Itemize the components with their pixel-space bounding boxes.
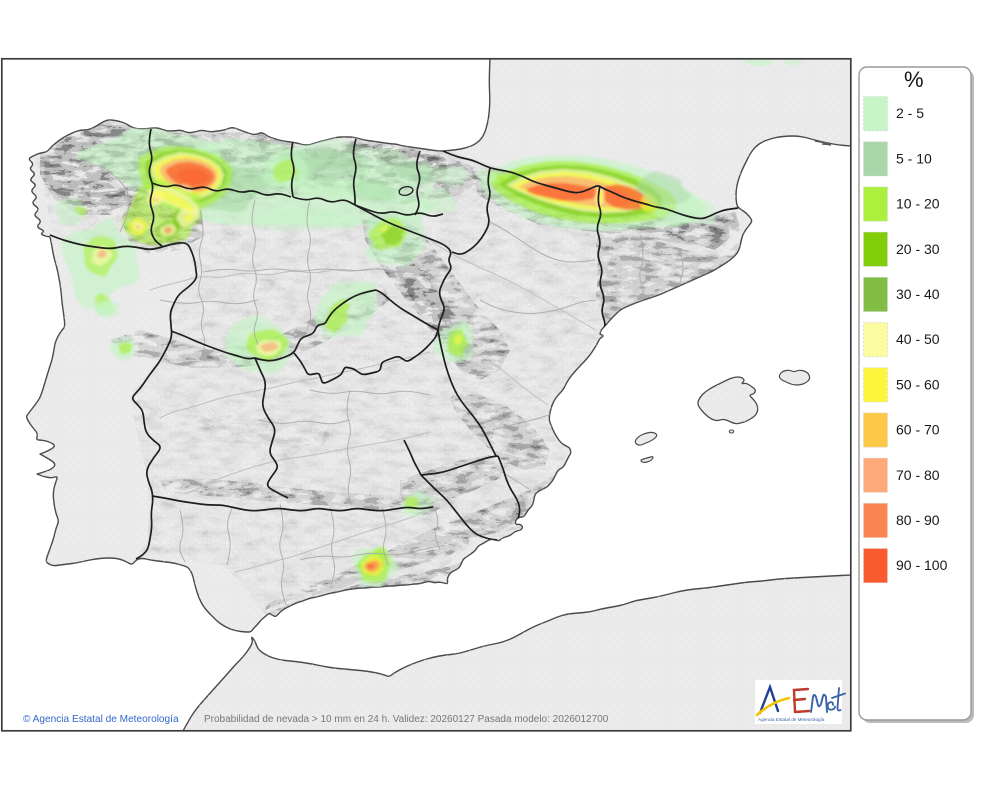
svg-text:© Agencia Estatal de Meteorolo: © Agencia Estatal de Meteorología [23,714,179,725]
svg-text:70 - 80: 70 - 80 [896,467,940,483]
svg-text:30 - 40: 30 - 40 [896,286,940,302]
svg-text:50 - 60: 50 - 60 [896,377,940,393]
svg-text:20 - 30: 20 - 30 [896,241,940,257]
svg-text:2 - 5: 2 - 5 [896,105,924,121]
svg-text:Agencia Estatal de Meteorologí: Agencia Estatal de Meteorología [758,717,825,722]
svg-text:80 - 90: 80 - 90 [896,512,940,528]
svg-text:10 - 20: 10 - 20 [896,196,940,212]
svg-text:40 - 50: 40 - 50 [896,331,940,347]
svg-text:90 - 100: 90 - 100 [896,557,948,573]
svg-text:5 - 10: 5 - 10 [896,150,932,166]
svg-text:Probabilidad de nevada > 10 mm: Probabilidad de nevada > 10 mm en 24 h. … [204,714,609,725]
svg-text:%: % [904,67,924,92]
svg-text:60 - 70: 60 - 70 [896,422,940,438]
